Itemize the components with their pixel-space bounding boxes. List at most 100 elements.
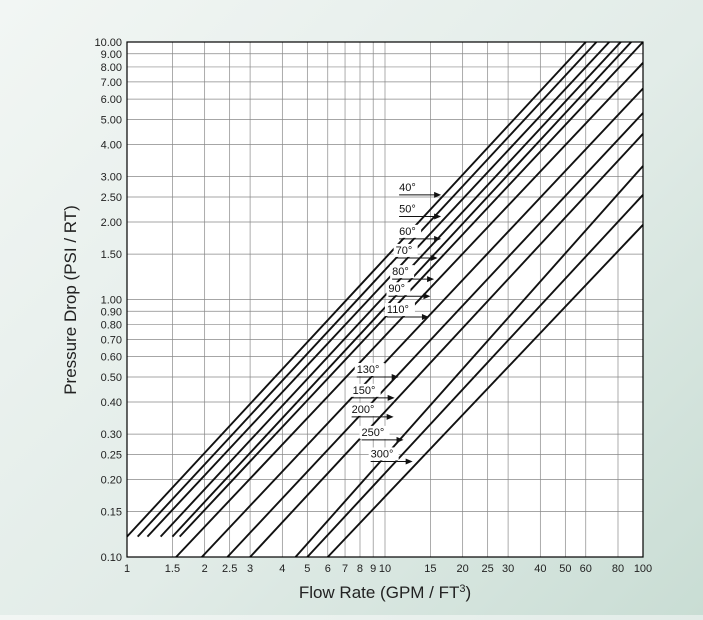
annotation-arrowhead <box>434 235 442 242</box>
x-tick-label: 5 <box>304 563 310 575</box>
x-tick-label: 2 <box>202 563 208 575</box>
x-tick-label: 15 <box>424 563 436 575</box>
y-tick-label: 5.00 <box>101 115 122 127</box>
annotation-label: 90° <box>388 283 405 295</box>
y-tick-label: 0.15 <box>101 507 122 519</box>
x-tick-label: 40 <box>534 563 546 575</box>
annotation-arrowhead <box>387 394 395 401</box>
series-line <box>294 165 644 558</box>
series-annotations: 40° 50° 60° 70° 80° 90° 110° 130° 150° 200° 250° 30… <box>349 180 442 465</box>
y-tick-label: 0.90 <box>101 306 122 318</box>
annotation-label: 200° <box>352 404 375 416</box>
series-annotation: 60° <box>397 224 442 242</box>
y-tick-label: 0.80 <box>101 319 122 331</box>
annotation-label: 110° <box>387 304 409 316</box>
series-annotation: 130° <box>354 363 399 381</box>
x-tick-label: 2.5 <box>222 563 237 575</box>
grid <box>126 41 644 558</box>
plot-border <box>126 41 644 558</box>
x-tick-label: 1 <box>124 563 130 575</box>
series-line <box>226 112 644 558</box>
y-axis-title: Pressure Drop (PSI / RT) <box>61 205 80 395</box>
y-axis-ticks: 0.10 0.15 0.20 0.25 0.30 0.40 0.50 0.60 0.70 0.80… <box>94 37 122 564</box>
y-tick-label: 8.00 <box>101 62 122 74</box>
x-tick-label: 9 <box>370 563 376 575</box>
annotation-label-background <box>397 224 422 238</box>
y-tick-label: 10.00 <box>94 37 122 49</box>
annotation-arrowhead <box>430 254 438 261</box>
annotation-arrowhead <box>391 374 399 381</box>
series-line <box>178 41 644 538</box>
annotation-label: 80° <box>392 266 409 278</box>
x-tick-label: 1.5 <box>165 563 180 575</box>
annotation-label-background <box>359 425 390 439</box>
annotation-arrowhead <box>421 314 429 321</box>
series-annotation: 50° <box>397 202 442 220</box>
series-annotation: 200° <box>349 402 394 420</box>
y-tick-label: 1.50 <box>101 249 122 261</box>
annotation-arrowhead <box>386 413 394 420</box>
series-annotation: 110° <box>384 303 429 321</box>
y-tick-label: 1.00 <box>101 295 122 307</box>
y-tick-label: 0.25 <box>101 450 122 462</box>
x-axis-title-close: ) <box>466 583 472 602</box>
series-annotation: 80° <box>390 265 435 283</box>
y-tick-label: 0.30 <box>101 429 122 441</box>
y-tick-label: 7.00 <box>101 77 122 89</box>
annotation-label: 150° <box>353 385 376 397</box>
series-line <box>306 194 644 558</box>
series-line <box>249 133 644 558</box>
annotation-label-background <box>386 282 411 296</box>
y-tick-label: 0.20 <box>101 474 122 486</box>
x-tick-label: 25 <box>482 563 494 575</box>
y-tick-label: 9.00 <box>101 49 122 61</box>
annotation-label-background <box>349 402 380 416</box>
annotation-label: 70° <box>396 245 413 257</box>
y-tick-label: 2.00 <box>101 217 122 229</box>
annotation-label-background <box>390 265 415 279</box>
annotation-label-background <box>397 180 422 194</box>
annotation-arrowhead <box>427 276 435 283</box>
x-tick-label: 80 <box>612 563 624 575</box>
x-tick-label: 50 <box>559 563 571 575</box>
series-line <box>327 224 644 558</box>
annotation-arrowhead <box>434 213 442 220</box>
y-tick-label: 0.70 <box>101 334 122 346</box>
y-tick-label: 6.00 <box>101 94 122 106</box>
x-tick-label: 10 <box>379 563 391 575</box>
annotation-label-background <box>350 383 381 397</box>
series-annotation: 70° <box>393 243 438 261</box>
y-tick-label: 0.50 <box>101 372 122 384</box>
annotation-label-background <box>354 363 385 377</box>
annotation-label: 40° <box>399 182 416 194</box>
series-annotation: 300° <box>368 447 413 465</box>
x-axis-title-main: Flow Rate (GPM / FT <box>299 583 460 602</box>
x-tick-label: 8 <box>357 563 363 575</box>
annotation-arrowhead <box>423 293 431 300</box>
annotation-label: 50° <box>399 204 416 216</box>
y-tick-label: 4.00 <box>101 139 122 151</box>
annotation-label: 300° <box>371 448 394 460</box>
annotation-arrowhead <box>434 191 442 198</box>
x-tick-label: 4 <box>279 563 285 575</box>
annotation-label: 60° <box>399 226 416 238</box>
x-tick-label: 3 <box>247 563 253 575</box>
y-tick-label: 2.50 <box>101 192 122 204</box>
annotation-arrowhead <box>405 458 413 465</box>
x-axis-title: Flow Rate (GPM / FT3) <box>299 583 471 602</box>
y-tick-label: 3.00 <box>101 172 122 184</box>
x-tick-label: 30 <box>502 563 514 575</box>
y-tick-label: 0.40 <box>101 397 122 409</box>
x-tick-label: 20 <box>457 563 469 575</box>
x-tick-label: 6 <box>325 563 331 575</box>
series-annotation: 90° <box>386 282 431 300</box>
series-annotation: 250° <box>359 425 404 443</box>
annotation-arrowhead <box>396 436 404 443</box>
annotation-label: 250° <box>362 427 385 439</box>
y-tick-label: 0.60 <box>101 352 122 364</box>
x-tick-label: 100 <box>634 563 652 575</box>
series-line <box>146 41 610 538</box>
x-axis-ticks: 1 1.5 2 2.5 3 4 5 6 7 8 9 10 15 20 25 30 40 50 60 80 100 <box>124 563 652 575</box>
series-line <box>136 41 598 538</box>
